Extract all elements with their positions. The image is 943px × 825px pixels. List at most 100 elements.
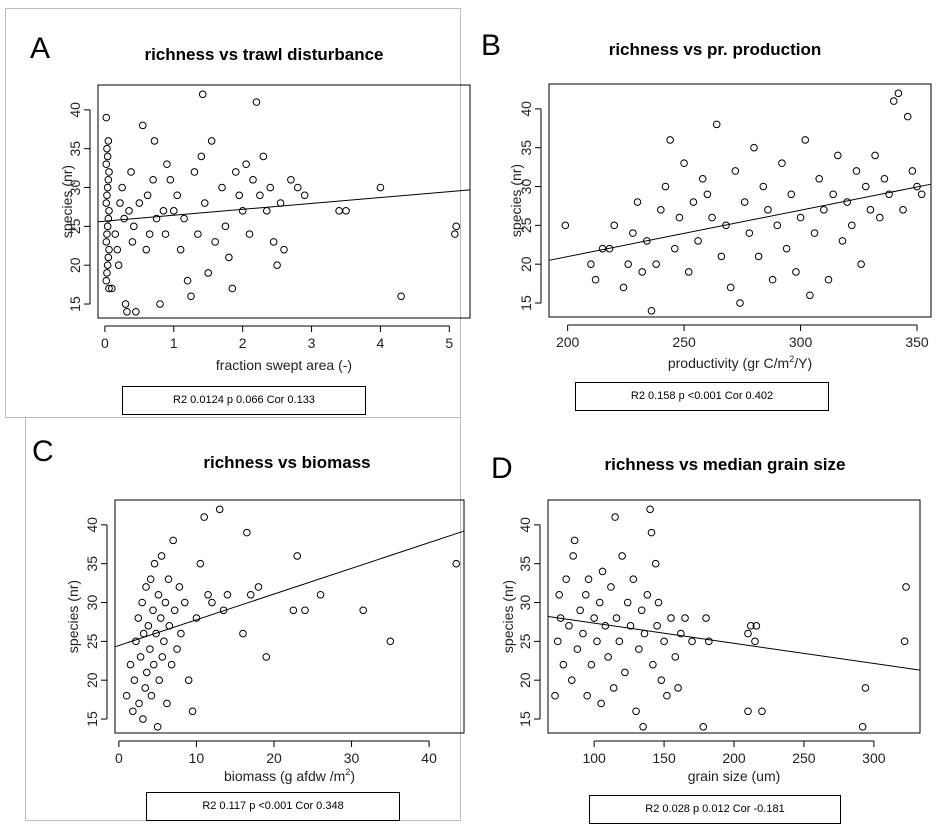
data-point	[157, 552, 166, 560]
data-point	[132, 307, 140, 316]
data-point	[623, 598, 632, 607]
data-point	[731, 167, 740, 175]
data-point	[702, 614, 710, 622]
data-point	[113, 245, 122, 254]
data-point	[583, 691, 591, 700]
data-point	[569, 552, 577, 560]
data-point	[633, 198, 642, 206]
data-point	[647, 306, 656, 315]
data-point	[680, 159, 688, 168]
data-point	[138, 121, 147, 130]
data-point	[590, 614, 598, 622]
data-point	[153, 722, 162, 731]
data-point	[150, 559, 159, 568]
data-point	[597, 699, 605, 708]
data-point	[256, 191, 264, 200]
x-tick-label: 5	[445, 335, 453, 351]
data-point	[120, 214, 128, 223]
panel-label: C	[32, 435, 54, 468]
data-point	[134, 614, 143, 622]
data-point	[273, 261, 281, 269]
data-point	[159, 207, 168, 215]
data-point	[249, 175, 257, 184]
data-point	[759, 182, 768, 191]
data-point	[188, 707, 197, 716]
data-point	[632, 707, 640, 716]
data-point	[736, 299, 744, 307]
data-point	[591, 275, 600, 284]
x-axis-label: productivity (gr C/m2/Y)	[668, 354, 812, 371]
data-point	[105, 168, 113, 176]
chart-title: richness vs pr. production	[609, 40, 822, 59]
data-point	[857, 260, 865, 268]
data-point	[125, 207, 133, 215]
data-point	[103, 191, 111, 200]
data-point	[694, 237, 702, 245]
chart-title: richness vs biomass	[203, 453, 370, 472]
data-point	[192, 614, 201, 622]
x-tick-label: 300	[789, 334, 813, 350]
data-point	[164, 575, 173, 584]
regression-line	[97, 189, 471, 223]
data-point	[744, 707, 752, 716]
data-point	[146, 575, 155, 584]
data-point	[660, 637, 668, 646]
data-point	[689, 198, 698, 206]
data-point	[342, 207, 350, 215]
data-point	[750, 143, 758, 152]
data-point	[587, 660, 596, 669]
plot-area	[548, 83, 932, 318]
data-point	[225, 253, 233, 262]
data-point	[838, 237, 847, 245]
data-point	[238, 207, 247, 215]
data-point	[293, 552, 302, 560]
data-point	[744, 629, 752, 638]
data-point	[705, 637, 713, 646]
data-point	[604, 653, 612, 661]
data-point	[219, 606, 228, 615]
data-point	[200, 513, 208, 521]
data-point	[104, 214, 113, 223]
x-tick-label: 30	[344, 750, 360, 766]
data-point	[451, 230, 459, 238]
data-point	[183, 276, 192, 285]
x-tick-label: 4	[377, 335, 385, 351]
data-point	[173, 191, 182, 200]
data-point	[243, 528, 251, 537]
data-point	[452, 222, 461, 231]
data-point	[858, 722, 867, 731]
data-point	[638, 268, 646, 276]
data-point	[629, 229, 637, 237]
data-point	[145, 230, 154, 238]
data-point	[142, 668, 151, 677]
y-tick-label: 25	[518, 217, 534, 233]
data-point	[150, 137, 159, 145]
data-point	[104, 175, 113, 184]
y-axis-label: species (nr)	[65, 580, 81, 653]
data-point	[147, 691, 156, 700]
data-point	[181, 598, 189, 607]
plot-area	[547, 499, 921, 734]
data-point	[740, 198, 749, 206]
data-point	[152, 214, 161, 223]
data-point	[156, 614, 165, 622]
regression-line	[114, 530, 465, 648]
data-point	[570, 536, 579, 545]
data-point	[584, 575, 593, 584]
data-point	[745, 229, 754, 237]
regression-line	[548, 183, 932, 261]
data-point	[646, 505, 654, 514]
y-tick-label: 20	[518, 256, 534, 272]
data-point	[674, 684, 682, 692]
data-point	[177, 629, 185, 638]
data-point	[754, 252, 763, 261]
x-label-text: productivity (gr C/m	[668, 355, 789, 371]
data-point	[245, 230, 254, 238]
x-label-superscript: 2	[345, 767, 350, 777]
data-point	[661, 182, 670, 191]
data-point	[903, 112, 912, 121]
data-point	[609, 684, 618, 692]
